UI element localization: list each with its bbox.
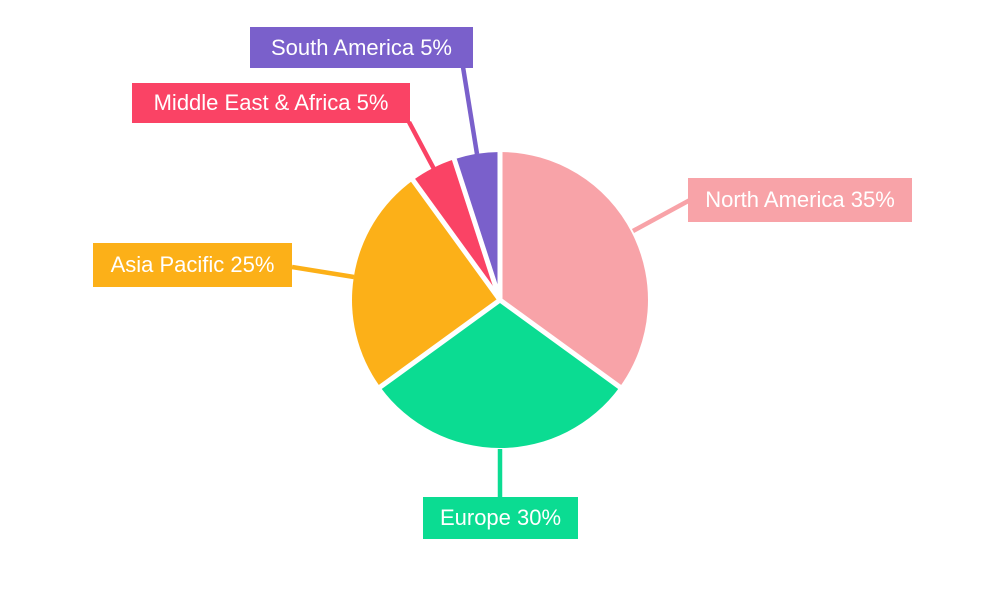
leader-line-asia-pacific bbox=[291, 264, 355, 280]
slice-separator bbox=[451, 156, 503, 301]
callout-europe-label: Europe 30% bbox=[439, 505, 562, 530]
slice-separator bbox=[409, 177, 503, 302]
leader-line-middle-east-africa bbox=[407, 120, 436, 171]
callout-north-america: North America 35% bbox=[688, 178, 912, 222]
leader-line-south-america bbox=[460, 66, 480, 155]
leader-line-north-america bbox=[631, 198, 692, 233]
callout-europe: Europe 30% bbox=[423, 497, 578, 539]
callout-south-america: South America 5% bbox=[250, 27, 473, 68]
pie-slice-middle-east-africa[interactable] bbox=[413, 159, 500, 300]
callout-middle-east-africa: Middle East & Africa 5% bbox=[132, 83, 410, 123]
callout-middle-east-africa-label: Middle East & Africa 5% bbox=[153, 90, 389, 115]
slice-separator bbox=[498, 297, 623, 391]
callout-asia-pacific-label: Asia Pacific 25% bbox=[110, 252, 275, 277]
slice-separator bbox=[377, 297, 502, 391]
callout-south-america-label: South America 5% bbox=[271, 34, 452, 60]
pie-slice-north-america[interactable] bbox=[500, 152, 648, 387]
callout-north-america-label: North America 35% bbox=[705, 187, 895, 212]
pie-slice-asia-pacific[interactable] bbox=[352, 180, 500, 387]
callout-asia-pacific: Asia Pacific 25% bbox=[93, 243, 292, 287]
pie-slice-europe[interactable] bbox=[380, 300, 620, 448]
